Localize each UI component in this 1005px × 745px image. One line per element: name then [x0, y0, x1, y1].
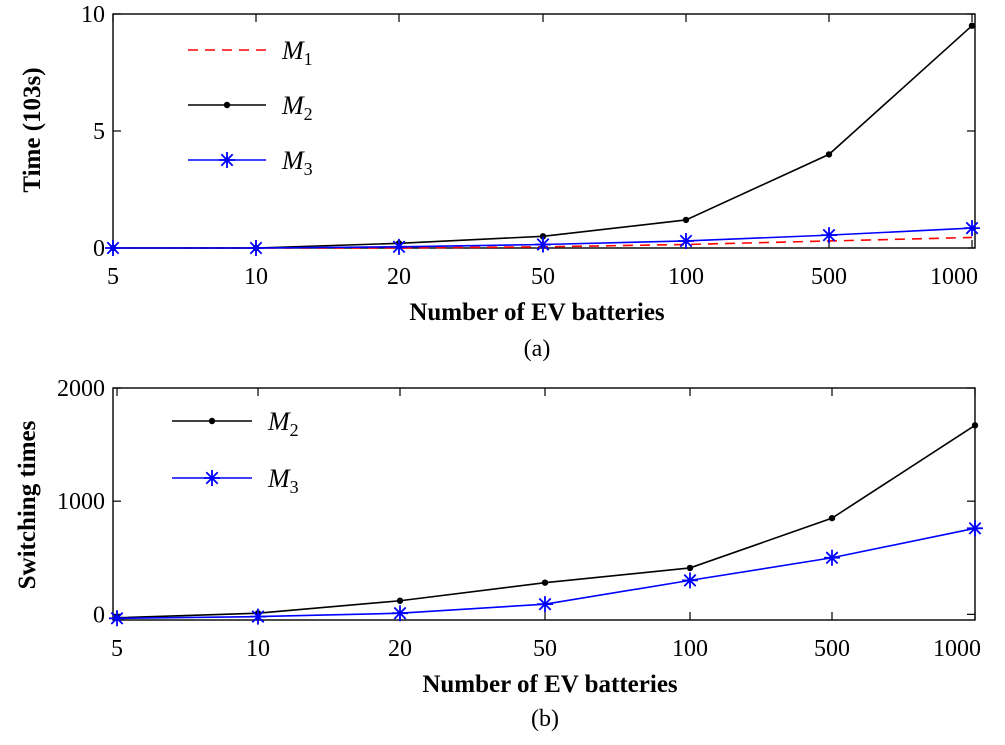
caption-a: (a) [524, 336, 551, 362]
x-tick-label-a: 5 [107, 264, 119, 290]
y-tick-label-b: 0 [93, 602, 105, 628]
data-point-a-M3 [391, 238, 407, 255]
y-tick-label-a: 0 [93, 236, 105, 262]
y-tick-label-b: 1000 [57, 489, 105, 515]
data-point-b-M3 [537, 596, 553, 613]
data-point-b-M3 [824, 549, 840, 566]
legend-name: M [281, 146, 305, 175]
chart-a: (a) Number of EV batteries Time (103s) 0… [19, 2, 980, 362]
legend-label: M2 [267, 407, 299, 440]
data-point-a-M3 [964, 220, 980, 237]
x-tick-label-b: 100 [672, 636, 708, 662]
plot-frame-b [112, 387, 976, 621]
legend-subscript: 2 [304, 104, 313, 124]
series-line-b-M2 [116, 424, 976, 619]
plot-frame-a [112, 13, 976, 249]
series-a-M2 [109, 22, 976, 252]
legend-subscript: 3 [304, 159, 313, 179]
chart-b: (b) Number of EV batteries Switching tim… [14, 376, 983, 732]
data-point-b-M2 [396, 597, 404, 604]
legend-label: M3 [267, 464, 299, 497]
data-point-a-M3 [105, 240, 121, 256]
series-a-M3 [105, 220, 980, 256]
caption-b: (b) [531, 706, 559, 732]
data-point-a-M3 [821, 227, 837, 244]
x-tick-label-a: 20 [387, 264, 411, 290]
xlabel-b: Number of EV batteries [422, 671, 678, 698]
x-tick-label-a: 10 [244, 264, 268, 290]
x-tick-label-b: 500 [814, 636, 850, 662]
data-point-a-M2 [682, 216, 690, 224]
data-point-a-M2 [968, 22, 976, 29]
data-point-b-M3 [682, 572, 698, 589]
x-tick-label-b: 20 [388, 636, 412, 662]
legend-marker [208, 417, 216, 425]
data-point-b-M2 [686, 564, 694, 572]
data-point-a-M3 [535, 236, 551, 253]
x-tick-label-b: 10 [246, 636, 270, 662]
data-point-b-M3 [392, 605, 408, 622]
legend-label: M2 [281, 91, 313, 124]
legend-subscript: 1 [304, 49, 313, 69]
ylabel-b: Switching times [14, 420, 41, 589]
legend-marker [219, 152, 235, 168]
data-point-b-M3 [967, 520, 983, 537]
legend-entry-a-M2: M2 [188, 91, 313, 124]
x-tick-label-b: 1000 [933, 636, 981, 662]
y-tick-label-a: 5 [93, 119, 105, 145]
data-point-b-M2 [541, 579, 549, 586]
data-point-a-M2 [825, 151, 833, 158]
data-point-a-M3 [678, 232, 694, 249]
xlabel-a: Number of EV batteries [409, 299, 665, 326]
x-tick-label-a: 500 [811, 264, 847, 290]
series-b-M3 [109, 520, 983, 627]
legend-label: M3 [281, 146, 313, 179]
ylabel-a: Time (103s) [19, 67, 46, 192]
legend-marker [223, 101, 231, 109]
legend-name: M [267, 464, 291, 493]
legend-label: M1 [281, 36, 313, 69]
data-point-a-M3 [248, 240, 264, 256]
x-tick-label-a: 50 [531, 264, 555, 290]
legend-subscript: 3 [290, 477, 299, 497]
legend-entry-a-M3: M3 [188, 146, 313, 179]
legend-entry-b-M3: M3 [172, 464, 299, 497]
y-tick-label-a: 10 [81, 2, 105, 28]
data-point-b-M2 [971, 422, 979, 429]
legend-name: M [267, 407, 291, 436]
x-tick-label-a: 1000 [930, 264, 978, 290]
x-tick-label-a: 100 [668, 264, 704, 290]
x-tick-label-b: 5 [111, 636, 123, 662]
y-tick-label-b: 2000 [57, 376, 105, 402]
series-line-a-M2 [113, 25, 973, 249]
legend-name: M [281, 36, 305, 65]
legend-name: M [281, 91, 305, 120]
data-point-b-M3 [109, 610, 125, 627]
legend-marker [204, 470, 220, 486]
series-b-M2 [113, 422, 979, 621]
x-tick-label-b: 50 [533, 636, 557, 662]
legend-entry-b-M2: M2 [172, 407, 299, 440]
data-point-a-M2 [539, 233, 547, 240]
legend-entry-a-M1: M1 [188, 36, 313, 69]
data-point-b-M3 [250, 608, 266, 625]
legend-subscript: 2 [290, 420, 299, 440]
data-point-b-M2 [828, 514, 836, 522]
